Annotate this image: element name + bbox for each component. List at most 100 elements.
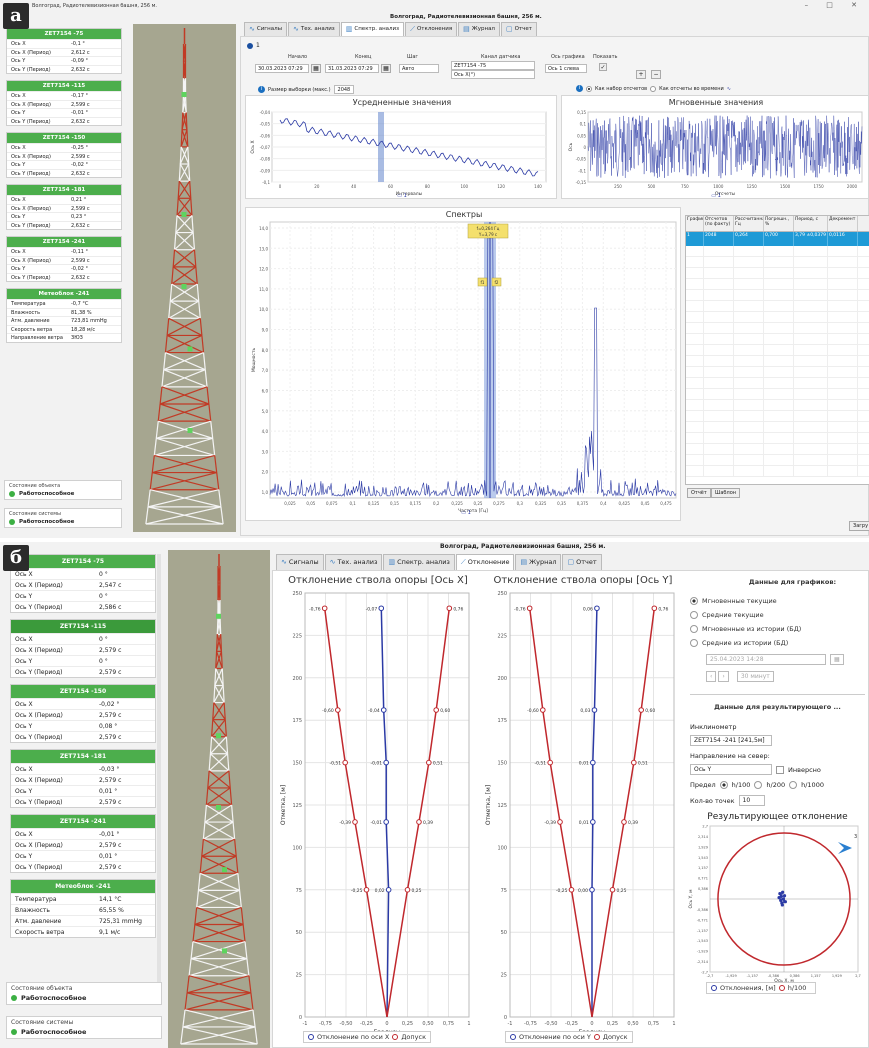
sensor-card[interactable]: ZET7154 -115 Ось X 0 ° Ось X (Период) 2,579 …	[10, 619, 156, 678]
sensor-card[interactable]: ZET7154 -75 Ось X 0 ° Ось X (Период) 2,547 с…	[10, 554, 156, 613]
step-select[interactable]: Авто	[399, 64, 439, 73]
sensor-param-label: Влажность	[15, 907, 50, 914]
data-point	[568, 887, 575, 893]
mode-radio-3[interactable]: Средние из истории (БД)	[690, 636, 869, 650]
sensor-row: Ось Y -0,02 °	[7, 160, 121, 169]
table-header-cell: Период, с	[794, 216, 828, 231]
tab-4[interactable]: ▤ Журнал	[515, 554, 562, 570]
north-select[interactable]: Ось Y	[690, 764, 772, 775]
x-tick-label: 0,50	[422, 1021, 433, 1027]
svg-text:2,0: 2,0	[262, 470, 269, 475]
sensor-row: Ось Y (Период) 2,632 с	[7, 272, 121, 282]
mode-radio-2[interactable]: Мгновенные из истории (БД)	[690, 622, 869, 636]
sensor-row: Ось Y 0,23 °	[7, 212, 121, 221]
spectrum-chart: Спектры 14,0 13,0 12,0 11,0 10,0 9,0 8,0 7,0 6,0…	[245, 207, 681, 521]
limit-radio-0[interactable]	[719, 781, 728, 789]
wave-icon: ∿	[726, 85, 731, 92]
prev-icon[interactable]: ‹	[706, 671, 717, 682]
sensor-param-label: Ось Y (Период)	[11, 170, 51, 177]
add-channel-button[interactable]: +	[636, 70, 646, 79]
svg-text:Интервалы: Интервалы	[396, 191, 423, 197]
data-label: 0,03	[580, 708, 590, 714]
channel-select[interactable]: ZET7154 -75	[451, 61, 535, 70]
series-line	[380, 608, 390, 1018]
tab-0[interactable]: ∿ Сигналы	[276, 554, 324, 570]
tab-2[interactable]: ▥ Спектр. анализ	[383, 554, 455, 570]
spectrum-icon: ▥	[345, 25, 353, 33]
svg-text:-0,05: -0,05	[260, 122, 271, 127]
end-label: Конец	[355, 54, 372, 60]
x-tick-label: -0,50	[340, 1021, 353, 1027]
sensor-card[interactable]: ZET7154 -150 Ось X -0,25 ° Ось X (Период) 2,…	[6, 132, 122, 178]
signal-icon: ∿	[281, 558, 287, 566]
axis-select[interactable]: Ось 1 слева	[545, 64, 587, 73]
sensor-card[interactable]: Метеоблок -241 Температура -0,7 °С Влажност…	[6, 288, 122, 343]
mode-radio-0[interactable]: Мгновенные текущие	[690, 594, 869, 608]
tab-3[interactable]: ⟋ Отклонение	[455, 554, 515, 570]
calendar-icon[interactable]: ▦	[381, 64, 391, 73]
sidebar-scrollbar[interactable]	[157, 554, 161, 984]
tab-3[interactable]: ⟋ Отклонения	[405, 22, 458, 36]
tab-1[interactable]: ∿ Тех. анализ	[288, 22, 340, 36]
interval-select[interactable]: 30 минут	[736, 671, 774, 682]
sensor-card[interactable]: ZET7154 -75 Ось X -0,1 ° Ось X (Период) 2,61…	[6, 28, 122, 74]
deviation-y-plot[interactable]: 0 25 50 75 100 125 150 175 200 225 250 -1 -0,75 -0,50…	[478, 585, 683, 1048]
tab-5[interactable]: ▢ Отчет	[500, 22, 537, 36]
limit-radio-2[interactable]	[789, 781, 798, 789]
sensor-card[interactable]: ZET7154 -241 Ось X -0,01 ° Ось X (Период) 2,…	[10, 814, 156, 873]
report-button[interactable]: Отчёт	[687, 488, 711, 498]
calendar-icon[interactable]: ▦	[830, 654, 844, 665]
sensor-card[interactable]: ZET7154 -115 Ось X -0,17 ° Ось X (Период) 2,…	[6, 80, 122, 126]
tab-2[interactable]: ▥ Спектр. анализ	[340, 22, 405, 36]
load-button[interactable]: Загру	[849, 521, 869, 531]
table-row[interactable]: 1 2048 0,264 0,700 3,79 ±0,0379 0,0116	[686, 232, 869, 246]
tab-label: Отчет	[514, 26, 532, 32]
calendar-icon[interactable]: ▦	[311, 64, 321, 73]
sensor-param-label: Ось Y	[15, 658, 33, 665]
show-checkbox[interactable]: ✓	[599, 63, 607, 71]
tab-4[interactable]: ▤ Журнал	[458, 22, 500, 36]
next-icon[interactable]: ›	[718, 671, 729, 682]
channel-axis-select[interactable]: Ось X(°)	[451, 70, 535, 79]
svg-text:0,025: 0,025	[284, 501, 296, 506]
result-legend: Отклонения, [м] h/100	[706, 982, 816, 994]
mode-set-radio[interactable]	[586, 85, 592, 92]
table-empty-row	[686, 378, 869, 389]
tab-0[interactable]: ∿ Сигналы	[244, 22, 288, 36]
sensor-card[interactable]: ZET7154 -241 Ось X -0,11 ° Ось X (Период) 2,…	[6, 236, 122, 282]
legend-red-marker	[392, 1034, 399, 1040]
points-select[interactable]: 10	[738, 795, 765, 806]
instant-chart-plot[interactable]: 0,15 0,1 0,05 0 -0,05 -0,1 -0,15 250 500 750 1000 1…	[562, 96, 869, 200]
tab-5[interactable]: ▢ Отчет	[562, 554, 602, 570]
legend-x: Отклонение по оси X Допуск	[303, 1031, 431, 1043]
start-date-field[interactable]: 30.03.2023 07:29	[255, 64, 309, 73]
limit-radio-1[interactable]	[754, 781, 763, 789]
data-label: 0,60	[440, 708, 450, 714]
panel-b: б ZET7154 -75 Ось X 0 ° Ось X (Период) 2,547…	[0, 542, 869, 1048]
sensor-card[interactable]: ZET7154 -181 Ось X -0,03 ° Ось X (Период) 2,…	[10, 749, 156, 808]
inverse-checkbox[interactable]	[776, 765, 784, 774]
sensor-param-label: Ось Y	[11, 214, 26, 220]
template-button[interactable]: Шаблон	[711, 488, 741, 498]
remove-channel-button[interactable]: −	[651, 70, 661, 79]
spectrum-chart-plot[interactable]: 14,0 13,0 12,0 11,0 10,0 9,0 8,0 7,0 6,0 5,0 4,0 3,…	[246, 208, 682, 522]
sensor-card[interactable]: ZET7154 -150 Ось X -0,02 ° Ось X (Период) 2,…	[10, 684, 156, 743]
window-controls[interactable]: – □ ✕	[804, 1, 865, 9]
end-date-field[interactable]: 31.03.2023 07:29	[325, 64, 379, 73]
sensor-card[interactable]: Метеоблок -241 Температура 14,1 °С Влажност…	[10, 879, 156, 938]
data-point	[590, 759, 596, 766]
sample-size-select[interactable]: 2048	[333, 85, 355, 94]
deviation-x-plot[interactable]: 0 25 50 75 100 125 150 175 200 225 250 -1 -0,75 -0,50…	[273, 585, 478, 1048]
sensor-param-label: Атм. давление	[15, 918, 62, 925]
mode-time-radio[interactable]	[650, 85, 657, 92]
tab-1[interactable]: ∿ Тех. анализ	[324, 554, 383, 570]
history-date-field[interactable]: 25.04.2023 14:28	[706, 654, 826, 665]
subtab-1[interactable]: 1	[247, 42, 260, 49]
y-tick-label: -1,157	[697, 929, 708, 933]
mode-radio-1[interactable]: Средние текущие	[690, 608, 869, 622]
y-tick-label: 0,771	[698, 877, 708, 881]
inclinometer-select[interactable]: ZET7154 -241 [241,5м]	[690, 735, 772, 746]
averaged-chart-plot[interactable]: -0,04 -0,05 -0,06 -0,07 -0,08 -0,09 -0,1 0 20 40 6…	[246, 96, 558, 200]
result-chart[interactable]: 2,7 2,314 1,929 1,543 1,157 0,771 0,386 -0,386 -…	[686, 822, 866, 983]
sensor-card[interactable]: ZET7154 -181 Ось X 0,21 ° Ось X (Период) 2,5…	[6, 184, 122, 230]
